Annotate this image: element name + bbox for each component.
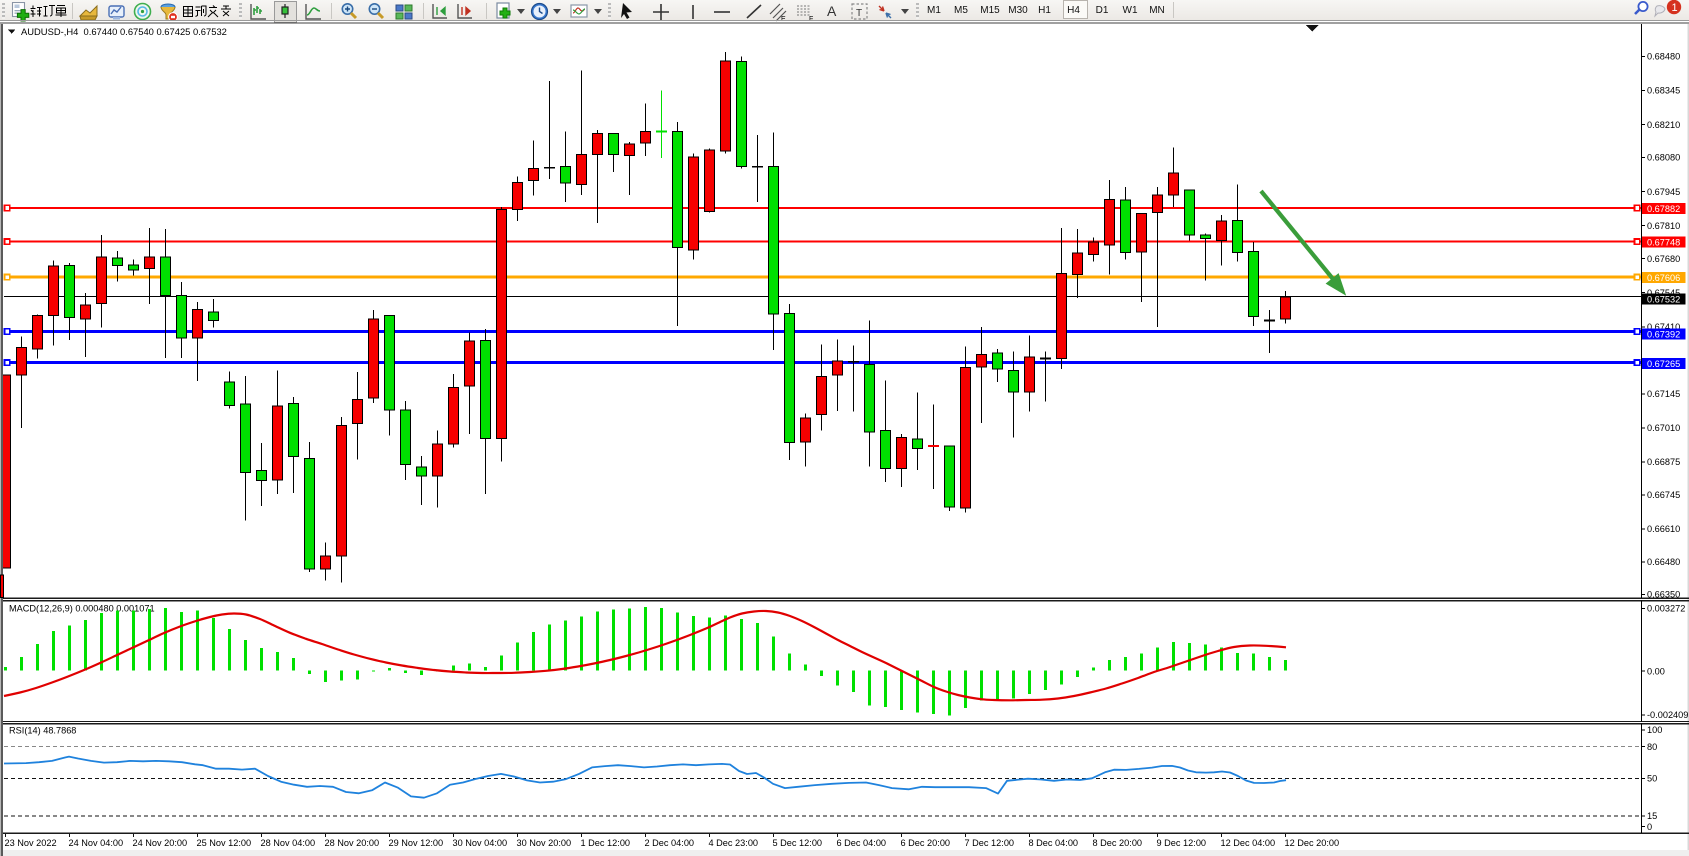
- svg-text:6 Dec 20:00: 6 Dec 20:00: [901, 838, 951, 848]
- svg-text:8 Dec 04:00: 8 Dec 04:00: [1029, 838, 1079, 848]
- svg-text:24 Nov 04:00: 24 Nov 04:00: [69, 838, 124, 848]
- svg-text:0.68080: 0.68080: [1647, 153, 1680, 163]
- svg-text:0.67748: 0.67748: [1647, 237, 1680, 247]
- svg-text:0.66480: 0.66480: [1647, 557, 1680, 567]
- svg-text:6 Dec 04:00: 6 Dec 04:00: [837, 838, 887, 848]
- svg-text:28 Nov 04:00: 28 Nov 04:00: [261, 838, 316, 848]
- svg-text:-0.002409: -0.002409: [1647, 710, 1688, 720]
- svg-text:0.66875: 0.66875: [1647, 457, 1680, 467]
- svg-text:5 Dec 12:00: 5 Dec 12:00: [773, 838, 823, 848]
- svg-text:29 Nov 12:00: 29 Nov 12:00: [389, 838, 444, 848]
- svg-text:50: 50: [1647, 774, 1657, 784]
- svg-text:24 Nov 20:00: 24 Nov 20:00: [133, 838, 188, 848]
- svg-text:0.003272: 0.003272: [1647, 604, 1685, 614]
- svg-text:25 Nov 12:00: 25 Nov 12:00: [197, 838, 252, 848]
- svg-text:0.67945: 0.67945: [1647, 187, 1680, 197]
- svg-text:0.00: 0.00: [1647, 666, 1665, 676]
- svg-text:30 Nov 04:00: 30 Nov 04:00: [453, 838, 508, 848]
- svg-text:0.67882: 0.67882: [1647, 204, 1680, 214]
- svg-text:F: F: [809, 16, 813, 23]
- svg-text:0.67532: 0.67532: [1647, 294, 1680, 304]
- svg-text:0.67606: 0.67606: [1647, 273, 1680, 283]
- svg-text:1: 1: [1672, 2, 1678, 14]
- svg-text:0.67810: 0.67810: [1647, 221, 1680, 231]
- svg-text:4 Dec 23:00: 4 Dec 23:00: [709, 838, 759, 848]
- svg-text:0.68210: 0.68210: [1647, 120, 1680, 130]
- svg-text:RSI(14) 48.7868: RSI(14) 48.7868: [9, 726, 76, 736]
- svg-text:MACD(12,26,9) 0.000480 0.00107: MACD(12,26,9) 0.000480 0.001071: [9, 604, 155, 614]
- svg-text:28 Nov 20:00: 28 Nov 20:00: [325, 838, 380, 848]
- svg-text:15: 15: [1647, 811, 1657, 821]
- svg-text:0.67265: 0.67265: [1647, 359, 1680, 369]
- svg-text:12 Dec 20:00: 12 Dec 20:00: [1285, 838, 1340, 848]
- svg-text:0.68480: 0.68480: [1647, 52, 1680, 62]
- svg-text:7 Dec 12:00: 7 Dec 12:00: [965, 838, 1015, 848]
- svg-text:0.68345: 0.68345: [1647, 86, 1680, 96]
- svg-text:AUDUSD-,H4 0.67440 0.67540 0.: AUDUSD-,H4 0.67440 0.67540 0.67425 0.675…: [21, 26, 227, 37]
- svg-text:23 Nov 2022: 23 Nov 2022: [5, 838, 57, 848]
- svg-text:0.67545: 0.67545: [1647, 288, 1680, 298]
- svg-text:0.66745: 0.66745: [1647, 490, 1680, 500]
- svg-text:0.66350: 0.66350: [1647, 590, 1680, 600]
- svg-text:2 Dec 04:00: 2 Dec 04:00: [645, 838, 695, 848]
- svg-text:0.67410: 0.67410: [1647, 322, 1680, 332]
- svg-text:E: E: [781, 16, 786, 23]
- svg-text:1 Dec 12:00: 1 Dec 12:00: [581, 838, 631, 848]
- svg-text:0.67392: 0.67392: [1647, 329, 1680, 339]
- svg-text:9 Dec 12:00: 9 Dec 12:00: [1157, 838, 1207, 848]
- svg-text:0.67145: 0.67145: [1647, 389, 1680, 399]
- svg-text:0: 0: [1647, 822, 1652, 832]
- svg-text:8 Dec 20:00: 8 Dec 20:00: [1093, 838, 1143, 848]
- svg-text:30 Nov 20:00: 30 Nov 20:00: [517, 838, 572, 848]
- svg-text:0.67010: 0.67010: [1647, 423, 1680, 433]
- svg-text:0.67680: 0.67680: [1647, 254, 1680, 264]
- svg-text:0.66610: 0.66610: [1647, 524, 1680, 534]
- svg-text:T: T: [856, 8, 862, 19]
- svg-text:80: 80: [1647, 742, 1657, 752]
- svg-text:12 Dec 04:00: 12 Dec 04:00: [1221, 838, 1276, 848]
- svg-text:100: 100: [1647, 725, 1662, 735]
